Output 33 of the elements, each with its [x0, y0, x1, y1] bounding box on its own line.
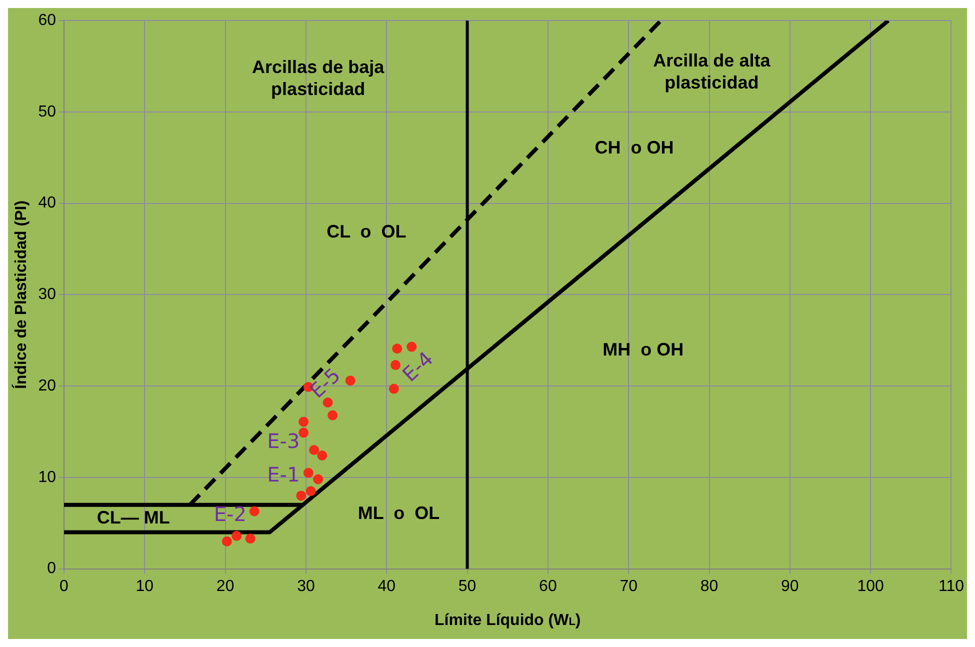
annotation: E-1	[267, 462, 300, 487]
y-axis-title: Índice de Plasticidad (PI)	[11, 200, 30, 389]
x-tick-label: 50	[458, 578, 476, 595]
x-tick-label: 60	[539, 578, 557, 595]
x-tick-label: 100	[857, 578, 884, 595]
y-tick-label: 10	[38, 468, 56, 486]
x-tick-label: 80	[700, 578, 718, 595]
x-axis-title: Límite Líquido (WL)	[434, 612, 581, 629]
y-tick-label: 50	[38, 103, 56, 120]
x-tick-label: 30	[297, 578, 315, 595]
x-tick-label: 110	[938, 578, 964, 595]
annotation: ML o OL	[358, 502, 440, 523]
annotation: E-5	[304, 363, 346, 403]
annotation: CL o OL	[326, 222, 406, 242]
annotation: Arcillas de baja plasticidad	[252, 57, 386, 100]
annotation: CH o OH	[594, 137, 674, 158]
y-tick-label: 60	[38, 12, 56, 30]
annotation: E-4	[398, 346, 438, 386]
x-tick-label: 20	[216, 578, 234, 595]
x-tick-label: 0	[60, 578, 69, 595]
x-tick-label: 10	[136, 578, 154, 595]
y-tick-label: 0	[47, 560, 56, 578]
annotation: MH o OH	[602, 339, 684, 360]
y-tick-label: 40	[38, 194, 56, 212]
y-tick-label: 20	[38, 377, 56, 394]
annotation: Arcilla de alta plasticidad	[653, 50, 772, 93]
y-tick-label: 30	[38, 286, 56, 304]
annotation: E-2	[214, 502, 246, 526]
annotation: E-3	[267, 428, 300, 453]
x-tick-label: 40	[378, 578, 396, 595]
x-tick-label: 70	[620, 578, 638, 595]
x-tick-label: 90	[781, 578, 799, 595]
annotation: CL— ML	[96, 508, 170, 528]
